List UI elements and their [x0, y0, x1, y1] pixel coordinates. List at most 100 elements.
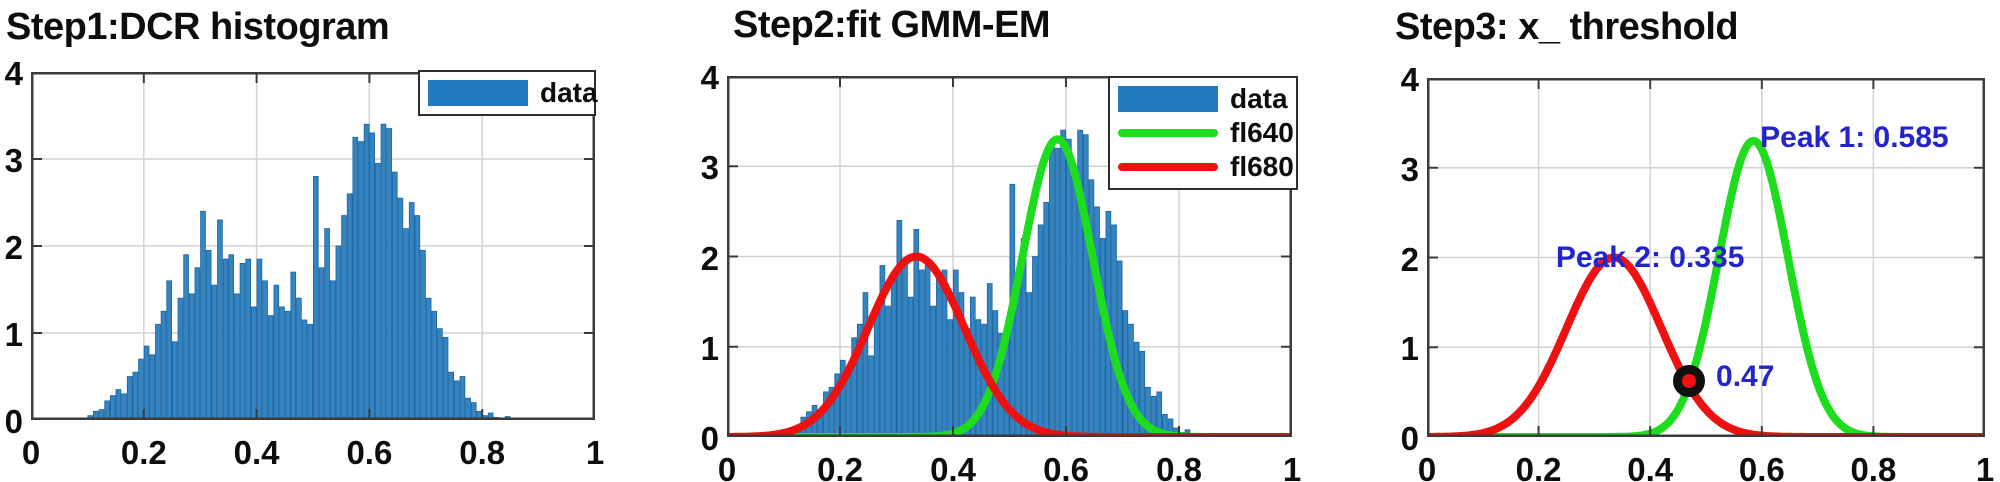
histogram-bar [947, 319, 953, 437]
histogram-bar [425, 297, 432, 420]
histogram-bar [1094, 206, 1100, 437]
histogram-bar [375, 162, 381, 420]
histogram-bar [183, 254, 189, 420]
legend-entry-fl640: fl640 [1118, 119, 1294, 147]
histogram-bar [296, 297, 302, 420]
histogram-bar [862, 292, 869, 437]
histogram-bar [239, 262, 246, 420]
histogram-bar [324, 228, 330, 420]
histogram-bar [890, 278, 897, 437]
panel-step2-gmm-fit: Step2:fit GMM-EM data fl640 fl680 0 0.2 0.… [660, 0, 1340, 482]
histogram-bar [166, 280, 172, 420]
histogram-bar [138, 358, 144, 420]
histogram-bar [250, 306, 257, 420]
y-tick-label: 3 [4, 142, 23, 179]
histogram-bar [352, 136, 359, 420]
x-tick-label: 1 [1282, 451, 1302, 482]
y-tick-label: 3 [1400, 150, 1419, 188]
histogram-bar [448, 371, 455, 420]
step1-plot-canvas [31, 72, 595, 420]
axes-border [727, 76, 1292, 437]
y-tick-label: 1 [1400, 330, 1419, 368]
histogram-bar [414, 215, 421, 420]
histogram-bar [279, 306, 285, 420]
histogram-bar [907, 296, 914, 437]
histogram-bar [363, 123, 370, 420]
x-tick-label: 0.8 [459, 434, 506, 471]
y-tick-label: 0 [1400, 420, 1419, 457]
legend-entry-fl680: fl680 [1118, 153, 1294, 181]
histogram-bar [885, 305, 891, 437]
fl680-curve [1427, 253, 1985, 437]
histogram-bar [1065, 138, 1072, 437]
histogram-bar [1167, 418, 1174, 437]
histogram-bar [902, 260, 908, 437]
x-tick-label: 1 [1975, 451, 1995, 482]
x-tick-label: 0.6 [1043, 451, 1089, 482]
x-tick-label: 0.8 [1850, 451, 1897, 482]
x-tick-label: 0 [1417, 451, 1437, 482]
x-tick-label: 1 [585, 434, 605, 471]
legend-label-fl640: fl640 [1230, 117, 1294, 148]
y-tick-label: 2 [1400, 240, 1419, 278]
histogram-bar [171, 341, 178, 420]
histogram-bar [143, 345, 150, 420]
histogram-bar [487, 412, 494, 420]
histogram-bar [104, 400, 110, 420]
histogram-bar [1122, 310, 1129, 437]
peak2-annotation: Peak 2: 0.335 [1555, 241, 1745, 275]
histogram-bar [873, 310, 880, 437]
histogram-bar [301, 319, 308, 420]
histogram-bar [952, 269, 959, 437]
y-tick-label: 2 [700, 239, 719, 277]
histogram-bar [465, 397, 471, 420]
histogram-bar [936, 274, 942, 437]
histogram-bar [969, 296, 976, 437]
x-tick-label: 0.4 [930, 451, 976, 482]
histogram-bar [245, 258, 251, 420]
histogram-bar [913, 229, 920, 437]
histogram-bar [1150, 395, 1157, 437]
histogram-bar [188, 293, 195, 420]
y-tick-label: 4 [1400, 61, 1419, 98]
y-tick-label: 0 [700, 420, 719, 457]
histogram-bar [941, 269, 948, 437]
step3-plot-canvas [1427, 78, 1985, 437]
histogram-bar [160, 310, 167, 420]
histogram-bar [341, 215, 347, 420]
histogram-bar [217, 219, 223, 420]
axes-border [1427, 78, 1985, 437]
histogram-bar [1043, 201, 1050, 437]
histogram-bar [1156, 391, 1163, 437]
histogram-bar [879, 265, 886, 437]
histogram-bar [1088, 179, 1095, 437]
histogram-bar [397, 197, 404, 420]
axes-border [31, 72, 595, 420]
histogram-bar [205, 249, 212, 420]
x-tick-label: 0 [717, 451, 737, 482]
histogram-bar [380, 123, 387, 420]
histogram-bar [126, 376, 133, 420]
histogram-bar [307, 323, 314, 420]
x-tick-label: 0 [21, 434, 41, 471]
histogram-bar [919, 269, 925, 437]
fl680-line-swatch [1118, 163, 1218, 171]
histogram-bar [115, 389, 122, 420]
histogram-bar [228, 254, 235, 420]
histogram-bar [312, 176, 319, 420]
legend-label-data: data [540, 77, 598, 108]
data-patch-swatch [1118, 86, 1218, 112]
x-tick-label: 0.8 [1156, 451, 1202, 482]
fl680-curve [727, 252, 1292, 437]
histogram-bar [1071, 170, 1078, 437]
panel3-title: Step3: x_ threshold [1395, 6, 1739, 48]
histogram-bar [391, 171, 398, 420]
panel-step3-threshold: Step3: x_ threshold Peak 1: 0.585 Peak 2… [1340, 0, 2000, 482]
histogram-bar [470, 402, 477, 420]
histogram-bar [194, 267, 201, 420]
histogram-bar [329, 280, 336, 420]
histogram-bar [132, 371, 139, 420]
legend-label-data: data [1230, 83, 1288, 114]
histogram-bar [1026, 292, 1033, 437]
x-tick-label: 0.6 [1738, 451, 1785, 482]
